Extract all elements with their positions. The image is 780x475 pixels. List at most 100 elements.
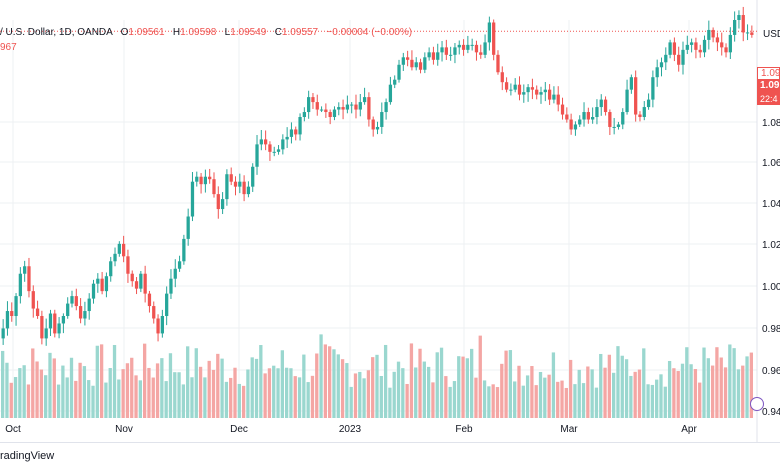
candle-body [457, 44, 461, 48]
volume-bar [521, 385, 525, 418]
candle-body [294, 129, 298, 135]
candle-body [66, 303, 70, 317]
volume-bar [577, 369, 581, 418]
candle-body [126, 256, 130, 274]
candle-body [18, 273, 22, 297]
candle-body [745, 32, 750, 34]
candle-body [104, 276, 109, 292]
compare-icon[interactable] [750, 397, 764, 411]
volume-bar [663, 386, 667, 418]
volume-bar [655, 379, 659, 418]
candle-body [182, 238, 186, 262]
candle-body [276, 149, 281, 152]
candle-body [741, 15, 745, 33]
candle-body [621, 112, 625, 125]
volume-bar [203, 377, 207, 418]
candle-body [582, 112, 586, 120]
volume-bar [401, 368, 405, 418]
candle-body [203, 176, 208, 185]
candle-body [117, 243, 121, 254]
candle-body [702, 39, 707, 53]
volume-bar [284, 367, 289, 418]
volume-bar [556, 381, 560, 418]
volume-bar [332, 349, 336, 418]
candle-body [251, 166, 255, 187]
volume-bar [629, 375, 633, 418]
candle-body [586, 112, 590, 120]
candle-body [285, 136, 289, 140]
candle-body [453, 47, 457, 55]
change-value: −0.00004 (−0.00%) [326, 27, 413, 38]
candle-body [388, 84, 393, 103]
candle-body [694, 42, 698, 50]
x-tick-label: 2023 [339, 424, 362, 435]
volume-bar [517, 365, 521, 418]
candle-body [354, 104, 358, 110]
candle-body [634, 77, 638, 115]
candle-body [569, 119, 573, 130]
volume-bar [95, 345, 99, 418]
candle-body [461, 44, 466, 50]
volume-bar [482, 380, 487, 418]
volume-bar [35, 361, 39, 418]
y-tick-label: 1.08 [762, 118, 780, 129]
volume-bar [13, 377, 18, 418]
high-price-tag: 1.09 [757, 67, 780, 80]
volume-bar [672, 368, 676, 418]
low-value: 1.09549 [230, 27, 267, 38]
candle-body [350, 104, 354, 106]
candle-body [268, 144, 272, 152]
volume-bar [241, 385, 246, 418]
candle-body [5, 311, 10, 329]
candle-body [449, 54, 453, 56]
candle-body [113, 253, 117, 262]
candle-body [672, 42, 677, 55]
volume-bar [254, 358, 259, 418]
candle-body [23, 266, 27, 274]
y-tick-label: 1.04 [762, 199, 780, 210]
volume-bar [190, 377, 194, 418]
volume-bar [289, 368, 293, 418]
volume-bar [87, 380, 91, 418]
volume-bar [5, 362, 9, 418]
volume-bar [659, 374, 663, 418]
candle-body [612, 126, 616, 128]
volume-bar [177, 372, 181, 418]
symbol-label: / U.S. Dollar, 1D, OANDA [0, 27, 113, 38]
candle-body [440, 47, 444, 53]
volume-bar [134, 375, 138, 418]
volume-bar [508, 350, 513, 418]
volume-bar [56, 384, 61, 418]
volume-bar [383, 344, 388, 418]
candle-body [169, 278, 173, 294]
volume-bar [18, 368, 22, 418]
candle-body [578, 119, 582, 125]
candle-body [302, 112, 306, 118]
volume-bar [409, 343, 414, 418]
volume-bar [263, 373, 267, 418]
volume-bar [689, 364, 693, 418]
candle-body [14, 296, 18, 317]
volume-bar [715, 347, 719, 418]
candle-body [646, 99, 651, 108]
volume-bar [340, 359, 345, 418]
volume-bar [1, 350, 5, 418]
volume-bar [594, 387, 599, 418]
candle-body [53, 313, 57, 334]
y-tick-label: 1.02 [762, 240, 780, 251]
candle-body [319, 109, 324, 111]
volume-bar [168, 353, 173, 418]
volume-bar [216, 353, 220, 418]
volume-bar [599, 353, 603, 418]
candle-body [259, 139, 263, 145]
volume-bar [538, 371, 543, 418]
volume-bar [723, 367, 728, 418]
volume-bar [336, 354, 340, 418]
volume-bar [147, 367, 151, 418]
candle-body [410, 59, 414, 68]
candle-body [423, 57, 427, 70]
candle-body [315, 102, 319, 110]
candle-body [328, 112, 332, 118]
